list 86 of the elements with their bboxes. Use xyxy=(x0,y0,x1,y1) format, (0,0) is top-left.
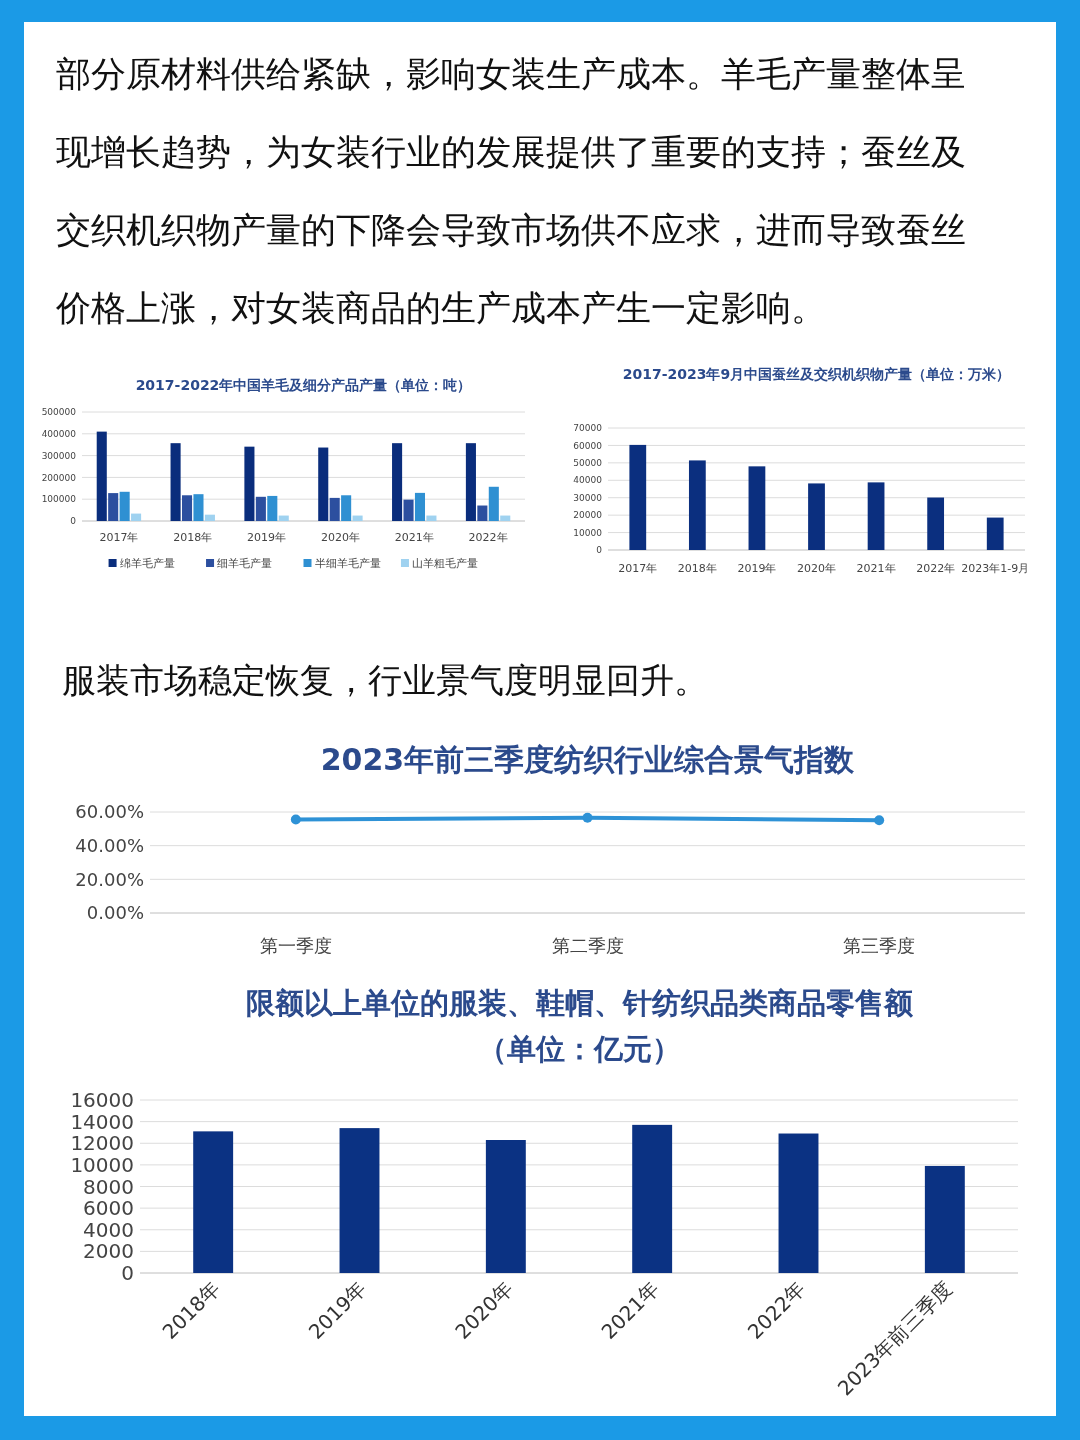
x-tick-label: 2017年 xyxy=(99,531,139,544)
chart-title: 2023年前三季度纺织行业综合景气指数 xyxy=(320,742,856,777)
y-tick-label: 20000 xyxy=(573,510,603,521)
x-tick-label: 第二季度 xyxy=(551,935,624,956)
bar xyxy=(193,1131,234,1273)
legend-label: 细羊毛产量 xyxy=(217,557,273,570)
y-tick-label: 0 xyxy=(121,1261,134,1285)
legend-label: 绵羊毛产量 xyxy=(119,557,175,570)
y-tick-label: 500000 xyxy=(41,407,77,418)
bar xyxy=(244,446,255,521)
bar xyxy=(688,460,706,550)
bar xyxy=(267,495,278,521)
bar xyxy=(352,515,363,521)
bar xyxy=(778,1133,819,1273)
y-tick-label: 2000 xyxy=(83,1239,134,1264)
bar xyxy=(477,505,488,521)
y-tick-label: 40.00% xyxy=(75,834,144,856)
bar xyxy=(341,495,352,521)
bar xyxy=(108,493,119,521)
bar xyxy=(392,443,403,521)
y-tick-label: 20.00% xyxy=(75,868,144,890)
bar xyxy=(500,515,511,521)
y-tick-label: 8000 xyxy=(83,1174,134,1199)
y-tick-label: 100000 xyxy=(41,494,77,505)
x-tick-label: 2022年 xyxy=(916,562,956,575)
bar xyxy=(181,495,193,521)
bar xyxy=(632,1124,673,1273)
bar xyxy=(403,499,414,521)
bar xyxy=(465,443,476,521)
bar xyxy=(204,514,215,521)
x-tick-label: 2017年 xyxy=(618,562,658,575)
bar xyxy=(96,431,107,521)
y-tick-label: 14000 xyxy=(70,1109,134,1134)
bar xyxy=(131,513,142,521)
y-tick-label: 40000 xyxy=(573,475,603,486)
bar xyxy=(255,496,266,521)
chart-title: 限额以上单位的服装、鞋帽、针纺织品类商品零售额（单位：亿元） xyxy=(245,986,914,1066)
bar xyxy=(318,447,329,521)
x-tick-label: 2023年1-9月 xyxy=(961,562,1030,575)
x-tick-label: 第三季度 xyxy=(843,935,916,956)
x-tick-label: 2019年 xyxy=(247,531,287,544)
bar xyxy=(339,1128,380,1273)
text: 服装市场稳定恢复，行业景气度明显回升。 xyxy=(62,660,708,700)
bar xyxy=(119,491,130,521)
y-tick-label: 50000 xyxy=(573,458,603,469)
legend-label: 半细羊毛产量 xyxy=(314,557,381,570)
y-tick-label: 60.00% xyxy=(75,801,144,823)
y-tick-label: 10000 xyxy=(573,527,603,538)
bar xyxy=(414,492,426,521)
y-tick-label: 70000 xyxy=(573,423,603,434)
bar xyxy=(748,466,766,550)
x-tick-label: 2020年 xyxy=(797,562,836,575)
y-tick-label: 60000 xyxy=(573,440,603,451)
chart-title: 2017-2022年中国羊毛及细分产品产量（单位：吨） xyxy=(135,377,472,393)
y-tick-label: 0.00% xyxy=(86,902,144,924)
y-tick-label: 0 xyxy=(70,516,77,527)
bar xyxy=(193,494,204,521)
y-tick-label: 16000 xyxy=(70,1088,134,1112)
x-tick-label: 2018年 xyxy=(677,562,717,575)
bar xyxy=(426,515,437,521)
bar xyxy=(488,486,499,521)
bar xyxy=(986,517,1004,550)
x-tick-label: 2021年 xyxy=(394,531,434,544)
bar xyxy=(329,497,340,521)
y-tick-label: 30000 xyxy=(573,492,603,503)
bar xyxy=(867,482,885,550)
bar xyxy=(629,444,647,550)
bar xyxy=(485,1140,526,1273)
y-tick-label: 300000 xyxy=(41,450,77,461)
bar xyxy=(278,515,289,521)
y-tick-label: 200000 xyxy=(41,472,77,483)
chart-title: 2017-2023年9月中国蚕丝及交织机织物产量（单位：万米） xyxy=(622,366,1011,382)
bar xyxy=(927,497,945,550)
x-tick-label: 2020年 xyxy=(320,531,360,544)
y-tick-label: 0 xyxy=(596,545,603,556)
bar xyxy=(808,483,825,550)
bar xyxy=(924,1165,965,1273)
y-tick-label: 400000 xyxy=(41,428,77,439)
text: 部分原材料供给紧缺，影响女装生产成本。羊毛产量整体呈现增长趋势，为女装行业的发展提供了重要的支持；蚕丝及交织机织物产量的下降会导致市场供不应求，进而导致蚕丝价格上涨，对女装商品的生产成本产生一定影响。 xyxy=(55,54,966,328)
x-tick-label: 第一季度 xyxy=(259,935,332,956)
x-tick-label: 2021年 xyxy=(856,562,896,575)
bar xyxy=(170,443,181,521)
x-tick-label: 2019年 xyxy=(737,562,777,575)
legend-label: 山羊粗毛产量 xyxy=(411,557,478,570)
x-tick-label: 2022年 xyxy=(468,531,508,544)
x-tick-label: 2018年 xyxy=(173,531,213,544)
